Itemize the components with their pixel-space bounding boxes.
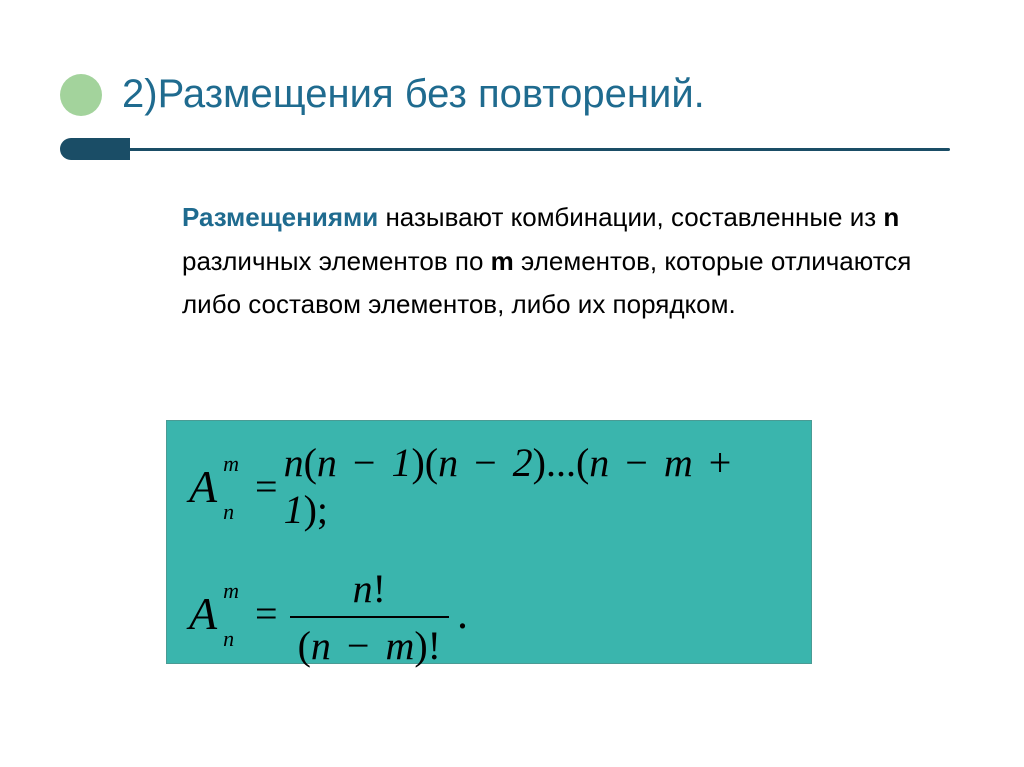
formula-line-2: A m n = n! (n − m)! .	[189, 561, 789, 665]
formula-line-1: A m n = n(n − 1)(n − 2)...(n − m + 1);	[189, 439, 789, 533]
body-part2: различных элементов по	[182, 246, 491, 276]
body-part1: называют комбинации, составленные из	[378, 202, 883, 232]
sub-n-1: n	[223, 501, 239, 523]
slide: 2)Размещения без повторений. Размещениям…	[0, 0, 1024, 767]
final-dot: .	[457, 588, 468, 639]
symbol-A-2: A	[189, 587, 217, 640]
rhs-line1: n(n − 1)(n − 2)...(n − m + 1);	[284, 439, 789, 533]
body-n: n	[883, 202, 899, 232]
body-paragraph: Размещениями называют комбинации, состав…	[182, 196, 922, 327]
equals-2: =	[255, 590, 278, 637]
lead-word: Размещениями	[182, 202, 378, 232]
supsub-2: m n	[223, 586, 239, 644]
title-row: 2)Размещения без повторений.	[0, 72, 1024, 117]
supsub-1: m n	[223, 459, 239, 517]
underline-cap	[60, 138, 130, 160]
sup-m-2: m	[223, 580, 239, 602]
fraction-den: (n − m)!	[290, 618, 449, 669]
underline-line	[130, 148, 950, 151]
equals-1: =	[255, 463, 278, 510]
body-m: m	[491, 246, 514, 276]
bullet-icon	[60, 74, 102, 116]
fraction: n! (n − m)!	[290, 565, 449, 669]
title-underline	[60, 138, 950, 160]
fraction-num: n!	[345, 565, 394, 616]
sup-m-1: m	[223, 453, 239, 475]
sub-n-2: n	[223, 628, 239, 650]
slide-title: 2)Размещения без повторений.	[122, 72, 705, 117]
symbol-A: A	[189, 460, 217, 513]
formula-box: A m n = n(n − 1)(n − 2)...(n − m + 1); A…	[166, 420, 812, 664]
